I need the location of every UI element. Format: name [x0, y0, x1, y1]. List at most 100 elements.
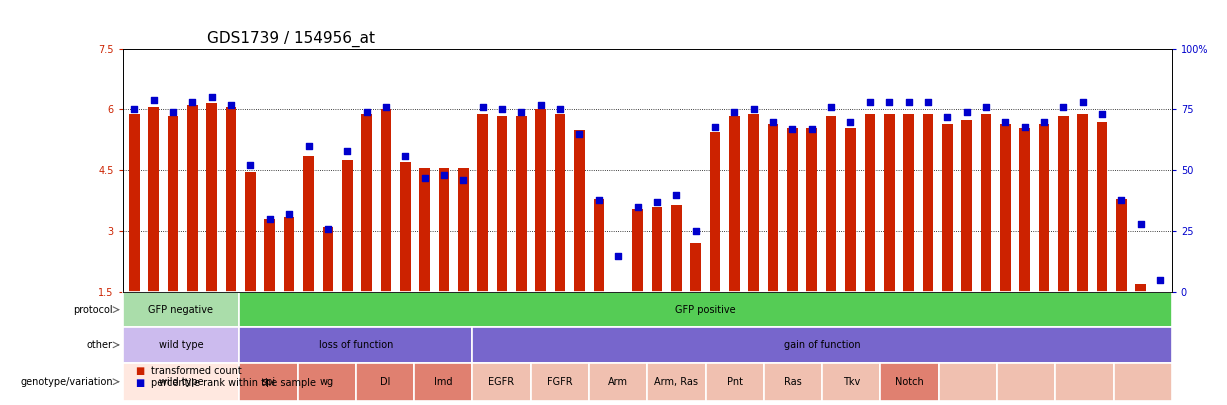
- Point: [531, 101, 551, 108]
- Point: [298, 143, 318, 149]
- Text: Imd: Imd: [434, 377, 453, 387]
- Point: [221, 101, 240, 108]
- Point: [569, 130, 589, 137]
- Text: wild type: wild type: [158, 340, 204, 350]
- Bar: [1058, 115, 1069, 292]
- Text: Pnt: Pnt: [726, 377, 742, 387]
- Bar: [865, 113, 875, 292]
- Bar: [748, 113, 760, 292]
- Text: GFP positive: GFP positive: [675, 305, 736, 315]
- Point: [898, 99, 918, 105]
- Bar: [826, 115, 837, 292]
- Text: gain of function: gain of function: [784, 340, 860, 350]
- Point: [551, 106, 571, 113]
- Bar: [768, 124, 778, 292]
- Bar: [1135, 284, 1146, 292]
- Bar: [361, 113, 372, 292]
- Point: [472, 104, 492, 110]
- Bar: [297, 362, 356, 401]
- Point: [802, 126, 822, 132]
- Bar: [535, 109, 546, 292]
- Bar: [472, 362, 530, 401]
- Text: genotype/variation: genotype/variation: [21, 377, 113, 387]
- Point: [686, 228, 706, 234]
- Point: [666, 192, 686, 198]
- Point: [280, 211, 299, 217]
- Point: [744, 106, 763, 113]
- Point: [1072, 99, 1092, 105]
- Bar: [226, 107, 237, 292]
- Point: [377, 104, 396, 110]
- Point: [589, 196, 609, 203]
- Bar: [472, 327, 1172, 362]
- Bar: [245, 173, 255, 292]
- Point: [821, 104, 840, 110]
- Bar: [477, 113, 488, 292]
- Bar: [709, 132, 720, 292]
- Bar: [1039, 124, 1049, 292]
- Bar: [787, 128, 798, 292]
- Bar: [303, 156, 314, 292]
- Bar: [168, 115, 178, 292]
- Text: transformed count: transformed count: [151, 366, 242, 375]
- Text: FGFR: FGFR: [547, 377, 573, 387]
- Bar: [265, 219, 275, 292]
- Bar: [148, 107, 160, 292]
- Point: [647, 199, 666, 205]
- Bar: [961, 119, 972, 292]
- Text: percentile rank within the sample: percentile rank within the sample: [151, 378, 315, 388]
- Text: wg: wg: [319, 377, 334, 387]
- Point: [395, 152, 415, 159]
- Point: [977, 104, 996, 110]
- Point: [937, 113, 957, 120]
- Point: [183, 99, 202, 105]
- Point: [260, 216, 280, 222]
- Bar: [342, 160, 352, 292]
- Bar: [400, 162, 411, 292]
- Bar: [729, 115, 740, 292]
- Point: [1054, 104, 1074, 110]
- Bar: [1055, 362, 1113, 401]
- Bar: [458, 168, 469, 292]
- Bar: [880, 362, 939, 401]
- Text: loss of function: loss of function: [319, 340, 393, 350]
- Point: [1034, 118, 1054, 125]
- Point: [454, 177, 474, 183]
- Bar: [942, 124, 952, 292]
- Bar: [239, 362, 297, 401]
- Point: [240, 162, 260, 169]
- Point: [957, 109, 977, 115]
- Bar: [939, 362, 996, 401]
- Bar: [206, 103, 217, 292]
- Bar: [283, 217, 294, 292]
- Bar: [706, 362, 763, 401]
- Point: [492, 106, 512, 113]
- Bar: [123, 327, 239, 362]
- Point: [609, 252, 628, 259]
- Point: [512, 109, 531, 115]
- Bar: [530, 362, 589, 401]
- Bar: [574, 130, 585, 292]
- Text: ■: ■: [135, 378, 145, 388]
- Bar: [380, 109, 391, 292]
- Point: [337, 147, 357, 154]
- Point: [918, 99, 937, 105]
- Point: [840, 118, 860, 125]
- Point: [1151, 277, 1171, 283]
- Point: [628, 204, 648, 210]
- Bar: [1117, 199, 1126, 292]
- Bar: [239, 292, 1172, 327]
- Point: [1131, 221, 1151, 227]
- Bar: [589, 362, 648, 401]
- Bar: [239, 327, 472, 362]
- Bar: [648, 362, 706, 401]
- Bar: [822, 362, 880, 401]
- Bar: [923, 113, 934, 292]
- Bar: [1077, 113, 1088, 292]
- Bar: [356, 362, 413, 401]
- Point: [706, 123, 725, 130]
- Point: [995, 118, 1015, 125]
- Text: Arm, Ras: Arm, Ras: [654, 377, 698, 387]
- Text: Ras: Ras: [784, 377, 801, 387]
- Bar: [413, 362, 472, 401]
